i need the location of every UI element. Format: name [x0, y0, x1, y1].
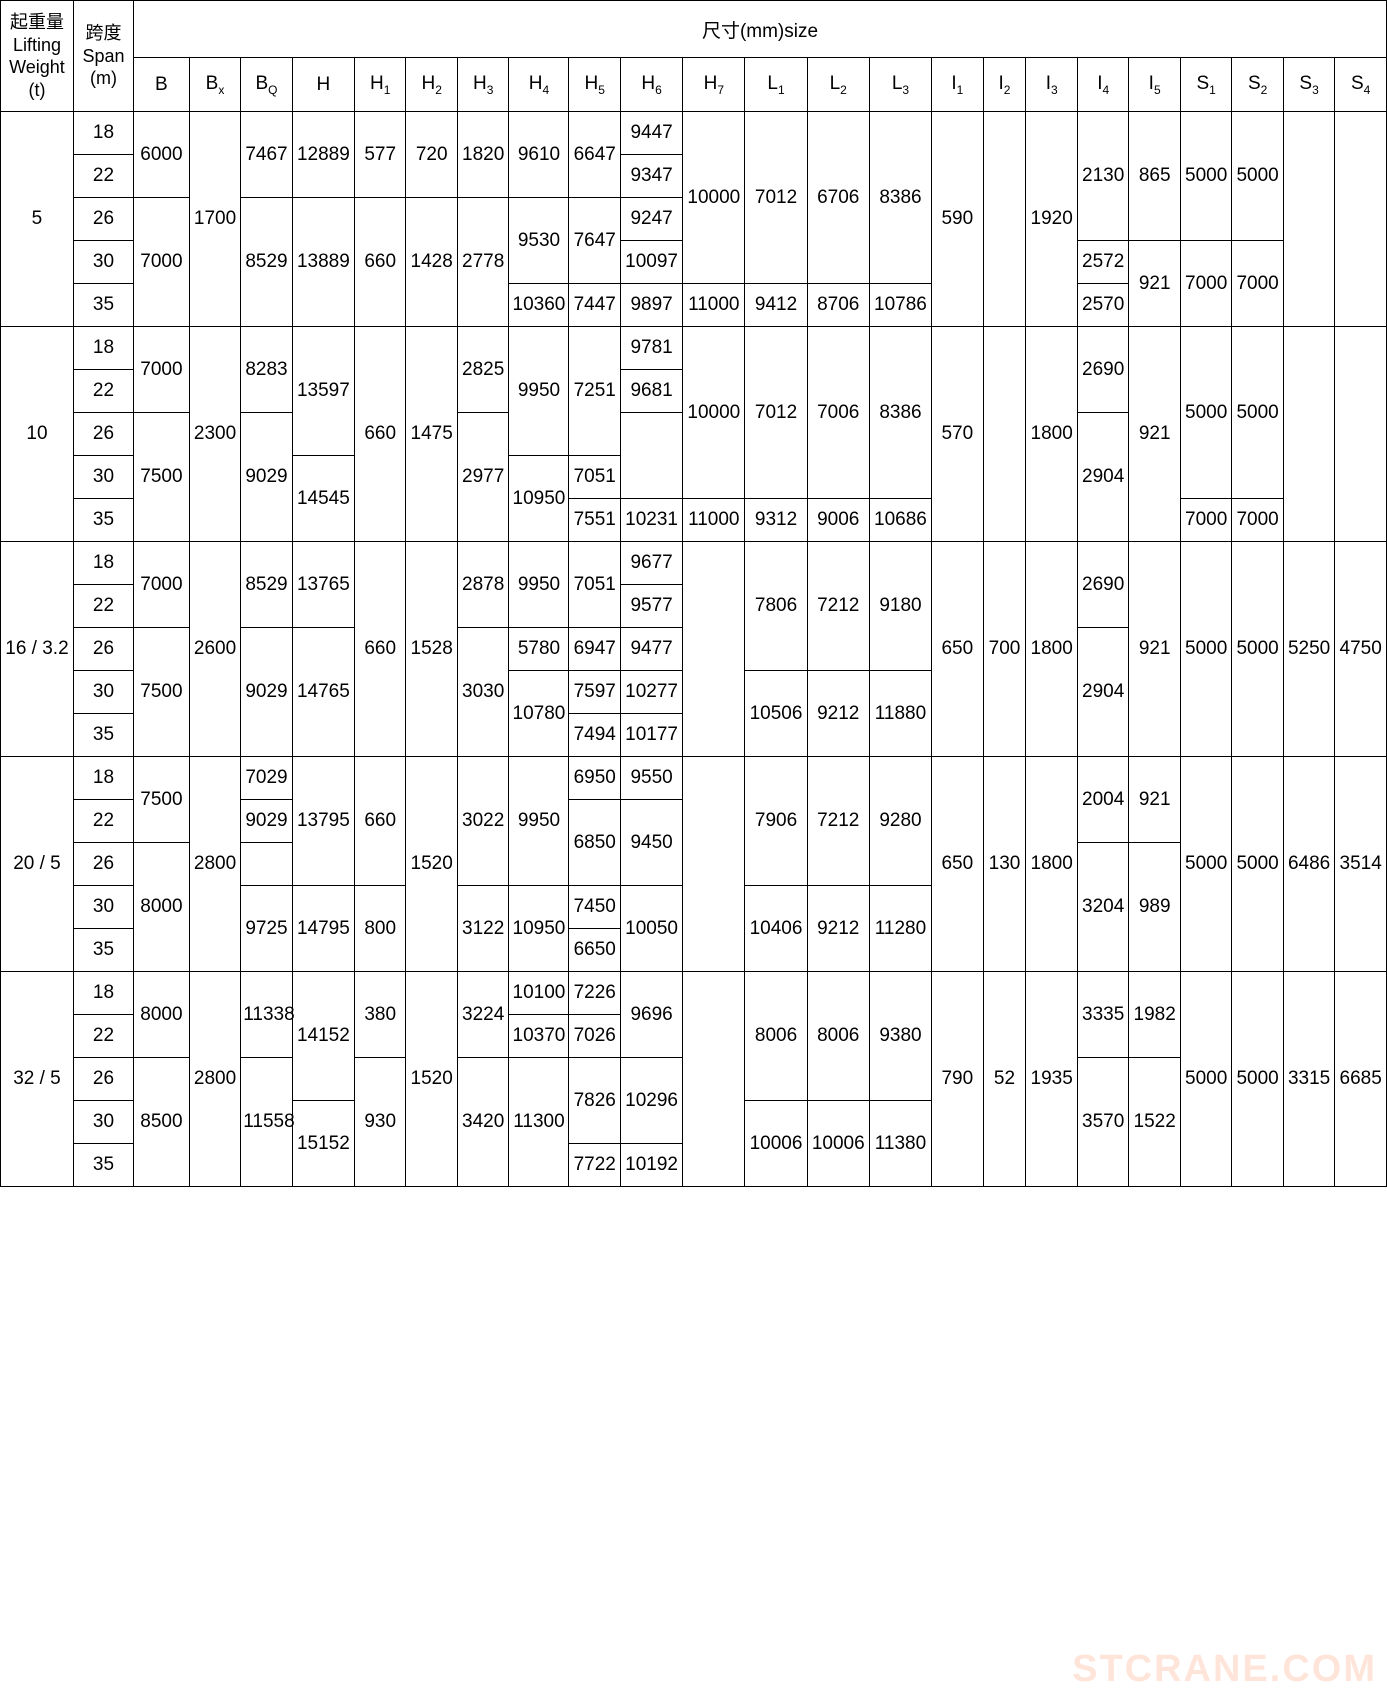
col-bq: BQ	[241, 58, 292, 112]
col-i5: I5	[1129, 58, 1180, 112]
col-i2: I2	[983, 58, 1026, 112]
col-l1: L1	[745, 58, 807, 112]
col-h2: H2	[406, 58, 457, 112]
col-h5: H5	[569, 58, 620, 112]
hdr-lifting: 起重量LiftingWeight(t)	[1, 1, 74, 112]
col-h6: H6	[620, 58, 682, 112]
col-s3: S3	[1283, 58, 1334, 112]
col-s2: S2	[1232, 58, 1283, 112]
weight-cell: 5	[1, 112, 74, 327]
col-l3: L3	[869, 58, 931, 112]
col-h1: H1	[354, 58, 405, 112]
col-i4: I4	[1077, 58, 1128, 112]
col-s1: S1	[1180, 58, 1231, 112]
hdr-span: 跨度Span(m)	[73, 1, 133, 112]
col-h7: H7	[683, 58, 745, 112]
col-h4: H4	[509, 58, 569, 112]
col-i1: I1	[932, 58, 983, 112]
col-bx: Bx	[189, 58, 240, 112]
col-h3: H3	[457, 58, 508, 112]
watermark: STCRANE.COM	[1072, 1648, 1377, 1691]
hdr-size: 尺寸(mm)size	[134, 1, 1387, 58]
span-cell: 18	[73, 112, 133, 155]
col-b: B	[134, 58, 190, 112]
spec-table: 起重量LiftingWeight(t) 跨度Span(m) 尺寸(mm)size…	[0, 0, 1387, 1187]
col-s4: S4	[1335, 58, 1387, 112]
col-h: H	[292, 58, 354, 112]
col-i3: I3	[1026, 58, 1077, 112]
col-l2: L2	[807, 58, 869, 112]
